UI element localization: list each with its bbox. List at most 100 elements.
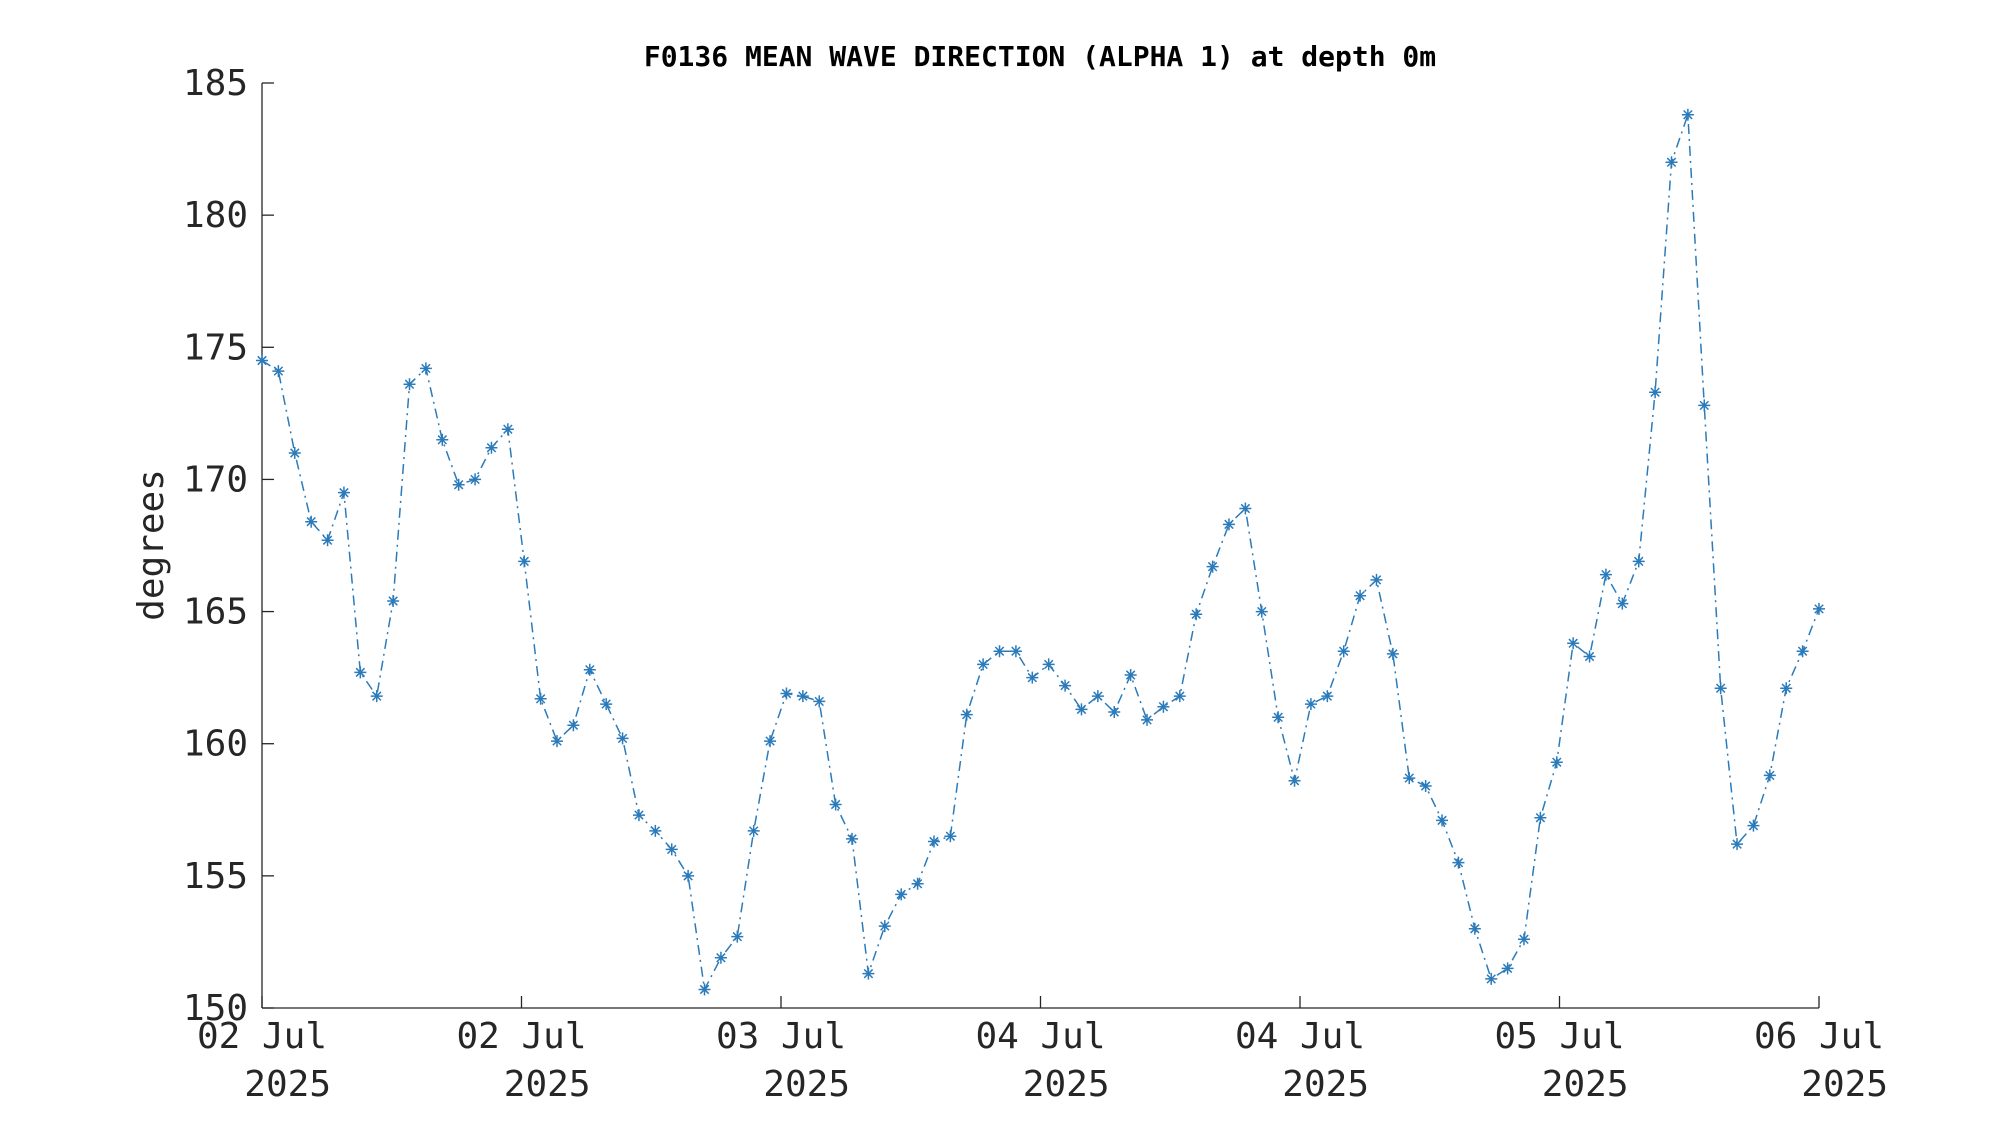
data-point	[977, 658, 990, 671]
data-point	[1337, 645, 1350, 658]
x-tick-label: 02 Jul	[197, 1016, 327, 1057]
data-point	[1108, 706, 1121, 718]
x-tick-label: 04 Jul	[975, 1016, 1105, 1057]
data-point	[764, 735, 777, 748]
data-point	[1452, 856, 1465, 869]
x-tick-label: 2025	[763, 1064, 850, 1105]
data-point	[895, 888, 908, 901]
data-point	[1222, 518, 1235, 531]
chart-title: F0136 MEAN WAVE DIRECTION (ALPHA 1) at d…	[644, 40, 1436, 73]
data-point	[1747, 819, 1760, 832]
data-point	[944, 830, 957, 843]
data-point	[1272, 711, 1285, 724]
data-point	[1583, 650, 1596, 663]
data-point	[1698, 399, 1711, 412]
data-point	[1042, 658, 1055, 671]
data-point	[927, 835, 940, 848]
data-point	[1026, 671, 1039, 684]
data-point	[649, 824, 662, 837]
x-tick-label: 2025	[1023, 1064, 1110, 1105]
data-point	[1075, 703, 1088, 716]
data-point	[485, 441, 498, 454]
data-point	[256, 354, 268, 367]
x-tick-label: 2025	[1542, 1064, 1629, 1105]
data-point	[1206, 560, 1219, 573]
data-point	[551, 735, 564, 748]
data-point	[862, 967, 875, 980]
data-point	[1173, 690, 1186, 703]
data-point	[1370, 573, 1383, 586]
x-tick-label: 03 Jul	[716, 1016, 846, 1057]
data-point	[1419, 780, 1432, 792]
data-point	[1632, 555, 1645, 568]
y-axis-label: degrees	[131, 469, 172, 621]
data-point	[1550, 756, 1563, 769]
data-point	[1665, 156, 1678, 169]
data-point	[1468, 922, 1481, 935]
data-point	[1599, 568, 1612, 581]
data-point	[846, 832, 859, 845]
data-point	[469, 473, 482, 486]
data-point	[616, 732, 629, 745]
data-point	[780, 687, 793, 700]
data-point	[1517, 933, 1530, 946]
y-tick-label: 155	[183, 856, 248, 897]
data-point	[1255, 605, 1268, 618]
data-point	[1616, 597, 1629, 610]
data-point	[452, 478, 465, 491]
data-point	[993, 645, 1006, 658]
data-point	[1386, 647, 1399, 660]
x-tick-label: 2025	[1801, 1064, 1888, 1105]
data-point	[878, 920, 891, 933]
data-point	[714, 951, 727, 964]
y-tick-label: 185	[183, 63, 248, 104]
data-point	[698, 983, 711, 996]
data-point	[600, 698, 613, 711]
x-tick-label: 05 Jul	[1494, 1016, 1624, 1057]
data-point	[1681, 108, 1694, 121]
data-point	[518, 555, 531, 568]
x-tick-label: 02 Jul	[456, 1016, 586, 1057]
data-point	[501, 423, 514, 436]
x-tick-label: 2025	[504, 1064, 591, 1105]
data-point	[419, 362, 432, 375]
data-point	[272, 365, 285, 378]
data-point	[1403, 772, 1416, 785]
data-point	[1157, 700, 1170, 713]
y-tick-label: 150	[183, 988, 248, 1029]
data-point	[665, 843, 678, 856]
data-point	[632, 809, 645, 822]
data-point	[1731, 838, 1744, 851]
data-point	[1091, 690, 1104, 703]
x-tick-label: 2025	[244, 1064, 331, 1105]
data-point	[534, 692, 547, 705]
data-point	[1288, 774, 1301, 787]
data-point	[1763, 769, 1776, 782]
data-point	[436, 433, 449, 446]
data-point	[1714, 682, 1727, 695]
data-point	[1141, 713, 1154, 726]
data-point	[731, 930, 744, 943]
data-point	[288, 447, 301, 459]
data-point	[305, 515, 318, 528]
y-tick-label: 175	[183, 327, 248, 368]
data-point	[567, 719, 580, 732]
data-point	[1813, 602, 1825, 615]
data-point	[321, 534, 334, 547]
data-point	[354, 666, 367, 679]
x-tick-label: 04 Jul	[1235, 1016, 1365, 1057]
data-point	[1059, 679, 1072, 692]
data-point	[583, 663, 596, 676]
data-point	[1796, 645, 1809, 658]
data-point	[387, 595, 400, 607]
data-point	[1780, 682, 1793, 695]
data-point	[747, 824, 760, 837]
data-point	[1534, 811, 1547, 824]
y-tick-label: 160	[183, 724, 248, 765]
data-point	[960, 708, 973, 721]
series-line	[261, 114, 1820, 992]
y-tick-label: 165	[183, 592, 248, 633]
data-point	[1239, 502, 1252, 515]
data-point	[403, 378, 416, 391]
data-point	[1567, 637, 1580, 650]
